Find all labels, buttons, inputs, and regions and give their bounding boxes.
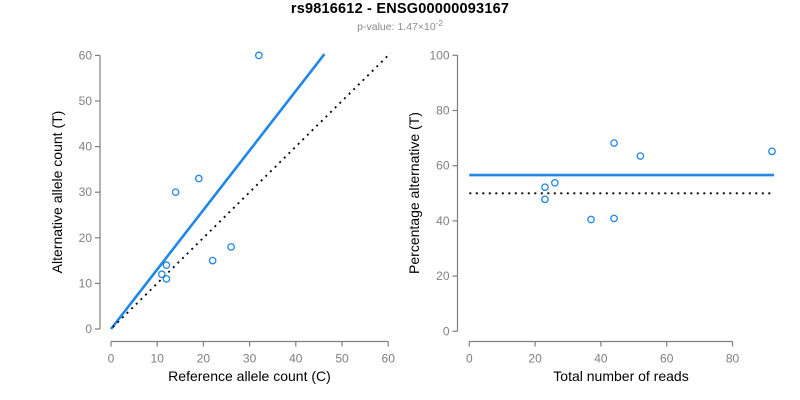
data-point xyxy=(636,152,645,160)
data-point xyxy=(194,174,203,183)
data-point xyxy=(162,274,171,283)
p-value-exponent: -2 xyxy=(435,19,443,28)
x-tick-label: 10 xyxy=(151,352,165,366)
data-point xyxy=(227,243,235,251)
x-tick-label: 0 xyxy=(108,352,115,366)
y-tick-label: 20 xyxy=(79,231,93,245)
y-tick-label: 0 xyxy=(85,322,92,336)
y-tick-label: 100 xyxy=(429,48,449,62)
x-tick-label: 20 xyxy=(197,352,211,366)
x-tick-label: 20 xyxy=(528,352,542,366)
allele-counts-x-axis-title: Reference allele count (C) xyxy=(168,368,331,384)
y-tick-label: 0 xyxy=(443,324,450,338)
data-point xyxy=(610,139,618,147)
data-point xyxy=(254,51,263,60)
data-point xyxy=(587,215,595,224)
chart-percentage-alternative: 0 20 40 60 80 0 20 40 60 80 100 Total number of rea… xyxy=(406,48,776,384)
allele-counts-y-axis-title: Alternative allele count (T) xyxy=(49,111,65,274)
y-tick-label: 30 xyxy=(79,185,93,199)
y-tick-label: 50 xyxy=(79,94,93,108)
x-tick-label: 40 xyxy=(594,352,608,366)
data-point xyxy=(541,195,549,204)
percentage-alternative-axes xyxy=(452,54,734,347)
data-point xyxy=(208,256,217,265)
y-tick-label: 80 xyxy=(436,104,450,118)
identity-line xyxy=(112,52,392,328)
allele-counts-points xyxy=(157,51,263,283)
x-tick-label: 80 xyxy=(726,352,740,366)
chart-allele-counts: 0 10 20 30 40 50 60 0 10 20 30 40 50 60 Reference alle… xyxy=(49,48,395,384)
percentage-alternative-points xyxy=(541,139,776,224)
allele-counts-axes xyxy=(95,54,389,347)
data-point xyxy=(171,188,180,197)
p-value-text: p-value: 1.47×10 xyxy=(357,21,436,33)
data-point xyxy=(157,270,166,279)
percentage-alternative-x-axis-title: Total number of reads xyxy=(553,368,688,384)
x-tick-label: 40 xyxy=(289,352,303,366)
x-tick-label: 0 xyxy=(466,352,473,366)
data-point xyxy=(541,183,549,192)
data-point xyxy=(162,261,171,270)
y-tick-label: 60 xyxy=(79,48,93,62)
y-tick-label: 40 xyxy=(436,214,450,228)
x-tick-label: 30 xyxy=(243,352,257,366)
data-point xyxy=(550,178,559,187)
fitted-allelic-ratio-line xyxy=(109,53,326,330)
y-tick-label: 20 xyxy=(436,269,450,283)
x-tick-label: 60 xyxy=(660,352,674,366)
percentage-alternative-y-axis-title: Percentage alternative (T) xyxy=(406,112,422,274)
y-tick-label: 60 xyxy=(436,159,450,173)
y-tick-label: 10 xyxy=(79,276,93,290)
y-tick-label: 40 xyxy=(79,140,93,154)
allele-counts-tick-labels: 0 10 20 30 40 50 60 0 10 20 30 40 50 60 xyxy=(79,48,396,365)
data-point xyxy=(610,214,618,223)
x-tick-label: 60 xyxy=(382,352,396,366)
plot-subtitle: p-value: 1.47×10-2 xyxy=(0,19,800,33)
percentage-alternative-tick-labels: 0 20 40 60 80 0 20 40 60 80 100 xyxy=(429,48,739,365)
x-tick-label: 50 xyxy=(335,352,349,366)
plot-title: rs9816612 - ENSG00000093167 xyxy=(290,1,510,17)
data-point xyxy=(768,147,776,156)
